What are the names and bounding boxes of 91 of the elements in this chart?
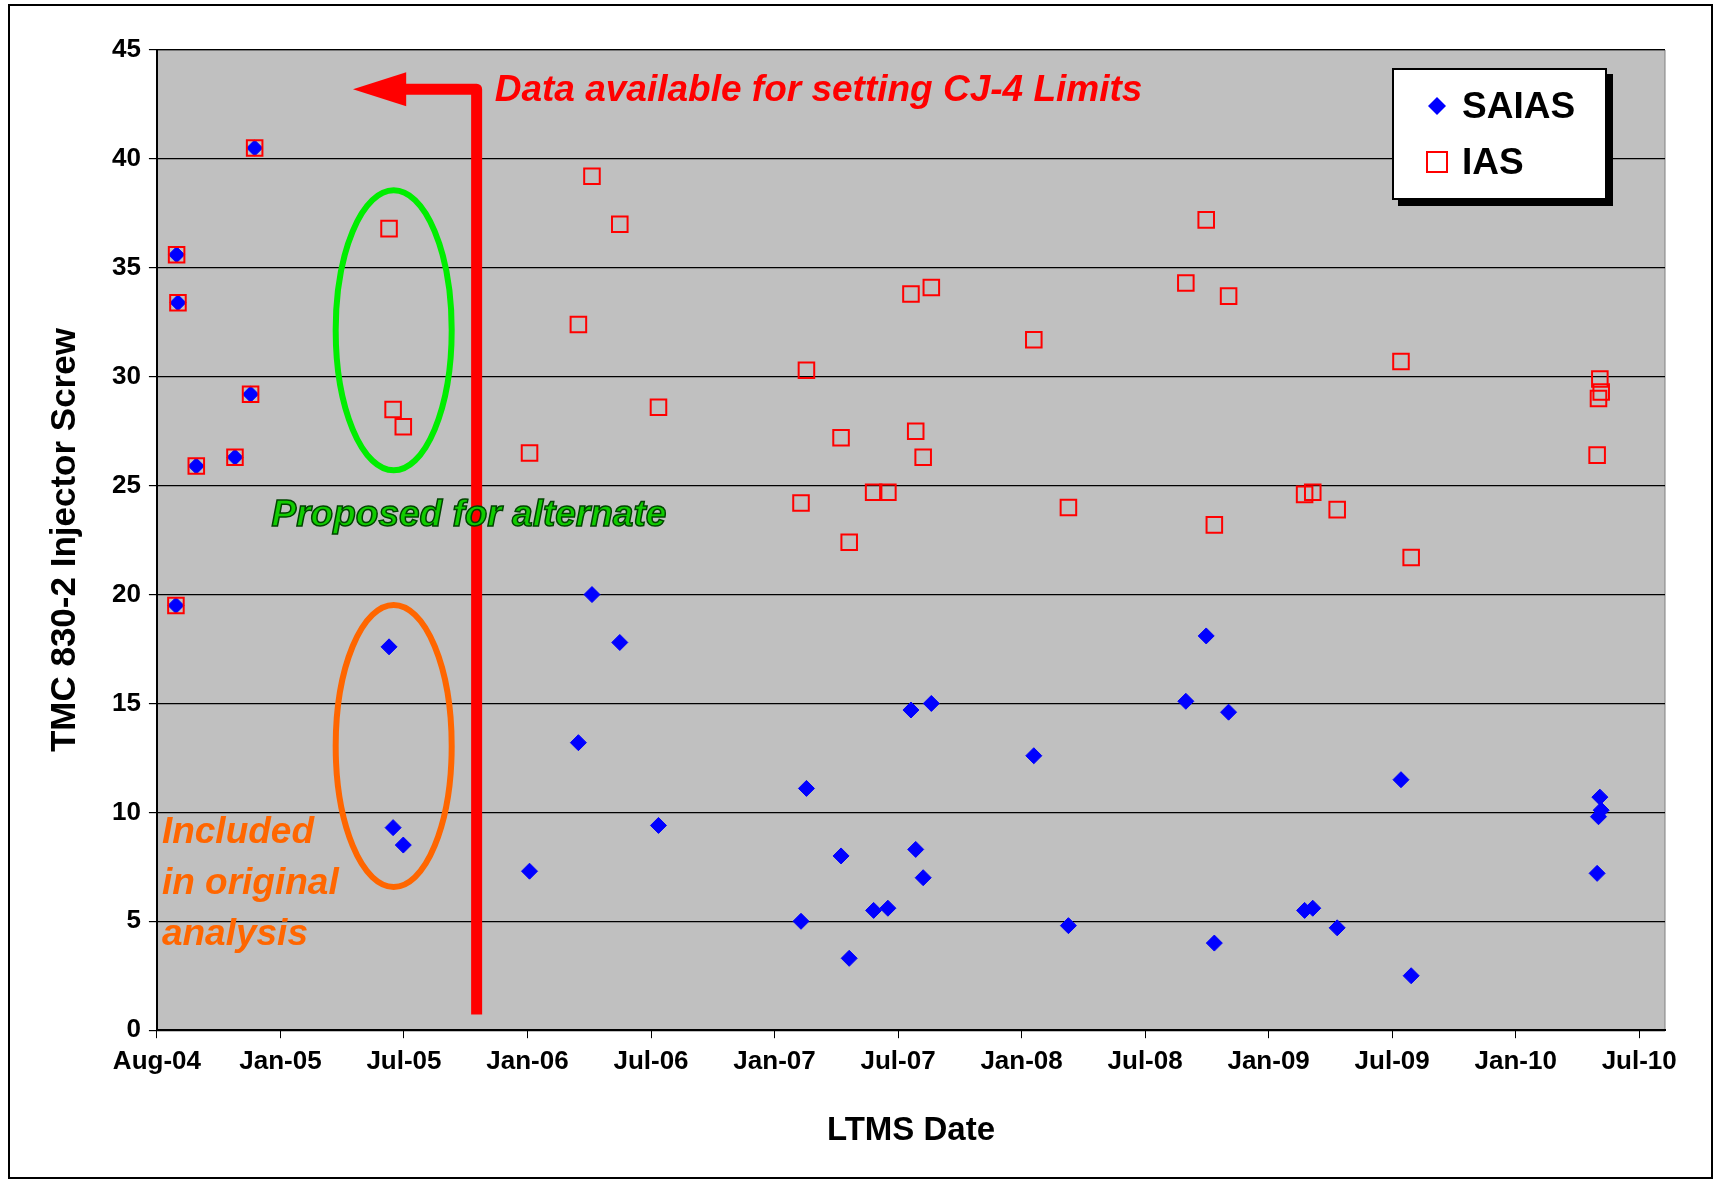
point — [1177, 692, 1195, 710]
y-tick-label: 35 — [112, 250, 141, 281]
point — [1328, 919, 1346, 937]
point — [914, 869, 932, 887]
y-axis-title: TMC 830-2 Injector Screw — [42, 327, 82, 753]
point — [1295, 485, 1314, 504]
point — [394, 836, 412, 854]
y-tick-label: 25 — [112, 468, 141, 499]
point — [520, 444, 539, 462]
point — [1591, 370, 1609, 388]
point — [611, 633, 629, 651]
x-tick-label: Jan-06 — [486, 1044, 569, 1075]
point — [1591, 788, 1609, 806]
point — [797, 361, 816, 379]
y-tick-label: 5 — [126, 904, 141, 935]
point — [865, 901, 883, 919]
y-tick-label: 40 — [112, 142, 141, 173]
point — [611, 215, 629, 234]
point — [1025, 747, 1043, 765]
point — [380, 219, 398, 238]
point — [914, 448, 932, 467]
point — [1059, 917, 1077, 935]
point — [1197, 627, 1215, 645]
point — [1402, 548, 1420, 567]
point — [583, 167, 601, 186]
point — [1589, 389, 1608, 408]
annotation: Included in original analysis — [161, 808, 339, 955]
point — [1220, 703, 1238, 721]
point — [583, 586, 601, 604]
point — [394, 418, 413, 436]
point — [797, 779, 815, 797]
point — [1392, 352, 1410, 371]
point — [384, 400, 402, 419]
point — [569, 315, 588, 334]
x-tick-label: Jul-10 — [1601, 1044, 1677, 1075]
point — [569, 734, 587, 752]
legend-label: IAS — [1462, 141, 1524, 183]
point — [840, 533, 858, 552]
point — [1588, 864, 1606, 882]
point — [384, 819, 402, 837]
point — [1025, 330, 1043, 349]
point — [1402, 967, 1420, 985]
y-tick-label: 20 — [112, 577, 141, 608]
point — [1177, 274, 1195, 292]
point — [1328, 500, 1346, 519]
x-tick-label: Jan-09 — [1227, 1044, 1310, 1075]
point — [922, 694, 940, 712]
point — [879, 899, 897, 917]
x-tick-label: Jan-08 — [980, 1044, 1063, 1075]
point — [902, 285, 920, 303]
point — [832, 847, 850, 865]
point — [879, 483, 897, 501]
x-tick-label: Aug-04 — [112, 1044, 202, 1075]
y-tick-label: 15 — [112, 686, 141, 717]
point — [902, 701, 920, 719]
point — [1392, 771, 1410, 789]
point — [864, 483, 883, 501]
y-tick-label: 45 — [112, 33, 141, 64]
point — [907, 840, 925, 858]
point — [840, 949, 858, 967]
point — [1197, 211, 1215, 229]
point — [1205, 516, 1224, 534]
point — [792, 912, 810, 930]
x-tick-label: Jul-05 — [366, 1044, 442, 1075]
x-tick-label: Jan-10 — [1474, 1044, 1557, 1075]
point — [1219, 287, 1238, 305]
x-tick-label: Jan-05 — [239, 1044, 322, 1075]
point — [1303, 483, 1322, 501]
point — [521, 862, 539, 880]
point — [1592, 383, 1610, 401]
x-tick-label: Jul-09 — [1354, 1044, 1430, 1075]
point — [792, 494, 810, 512]
point — [649, 816, 667, 834]
y-tick-label: 0 — [126, 1013, 141, 1044]
x-tick-label: Jul-08 — [1107, 1044, 1183, 1075]
legend-label: SAIAS — [1462, 85, 1576, 127]
x-tick-label: Jan-07 — [733, 1044, 816, 1075]
x-axis-title: LTMS Date — [826, 1110, 995, 1148]
x-tick-label: Jul-07 — [860, 1044, 936, 1075]
point — [1588, 446, 1606, 464]
point — [832, 428, 850, 447]
annotation: Data available for setting CJ-4 Limits — [494, 66, 1143, 111]
x-tick-label: Jul-06 — [613, 1044, 689, 1075]
point — [1205, 934, 1223, 952]
point — [922, 278, 941, 297]
point — [906, 422, 925, 440]
y-tick-label: 30 — [112, 359, 141, 390]
point — [1059, 498, 1078, 517]
point — [649, 398, 668, 417]
y-tick-label: 10 — [112, 795, 141, 826]
point — [380, 638, 398, 656]
